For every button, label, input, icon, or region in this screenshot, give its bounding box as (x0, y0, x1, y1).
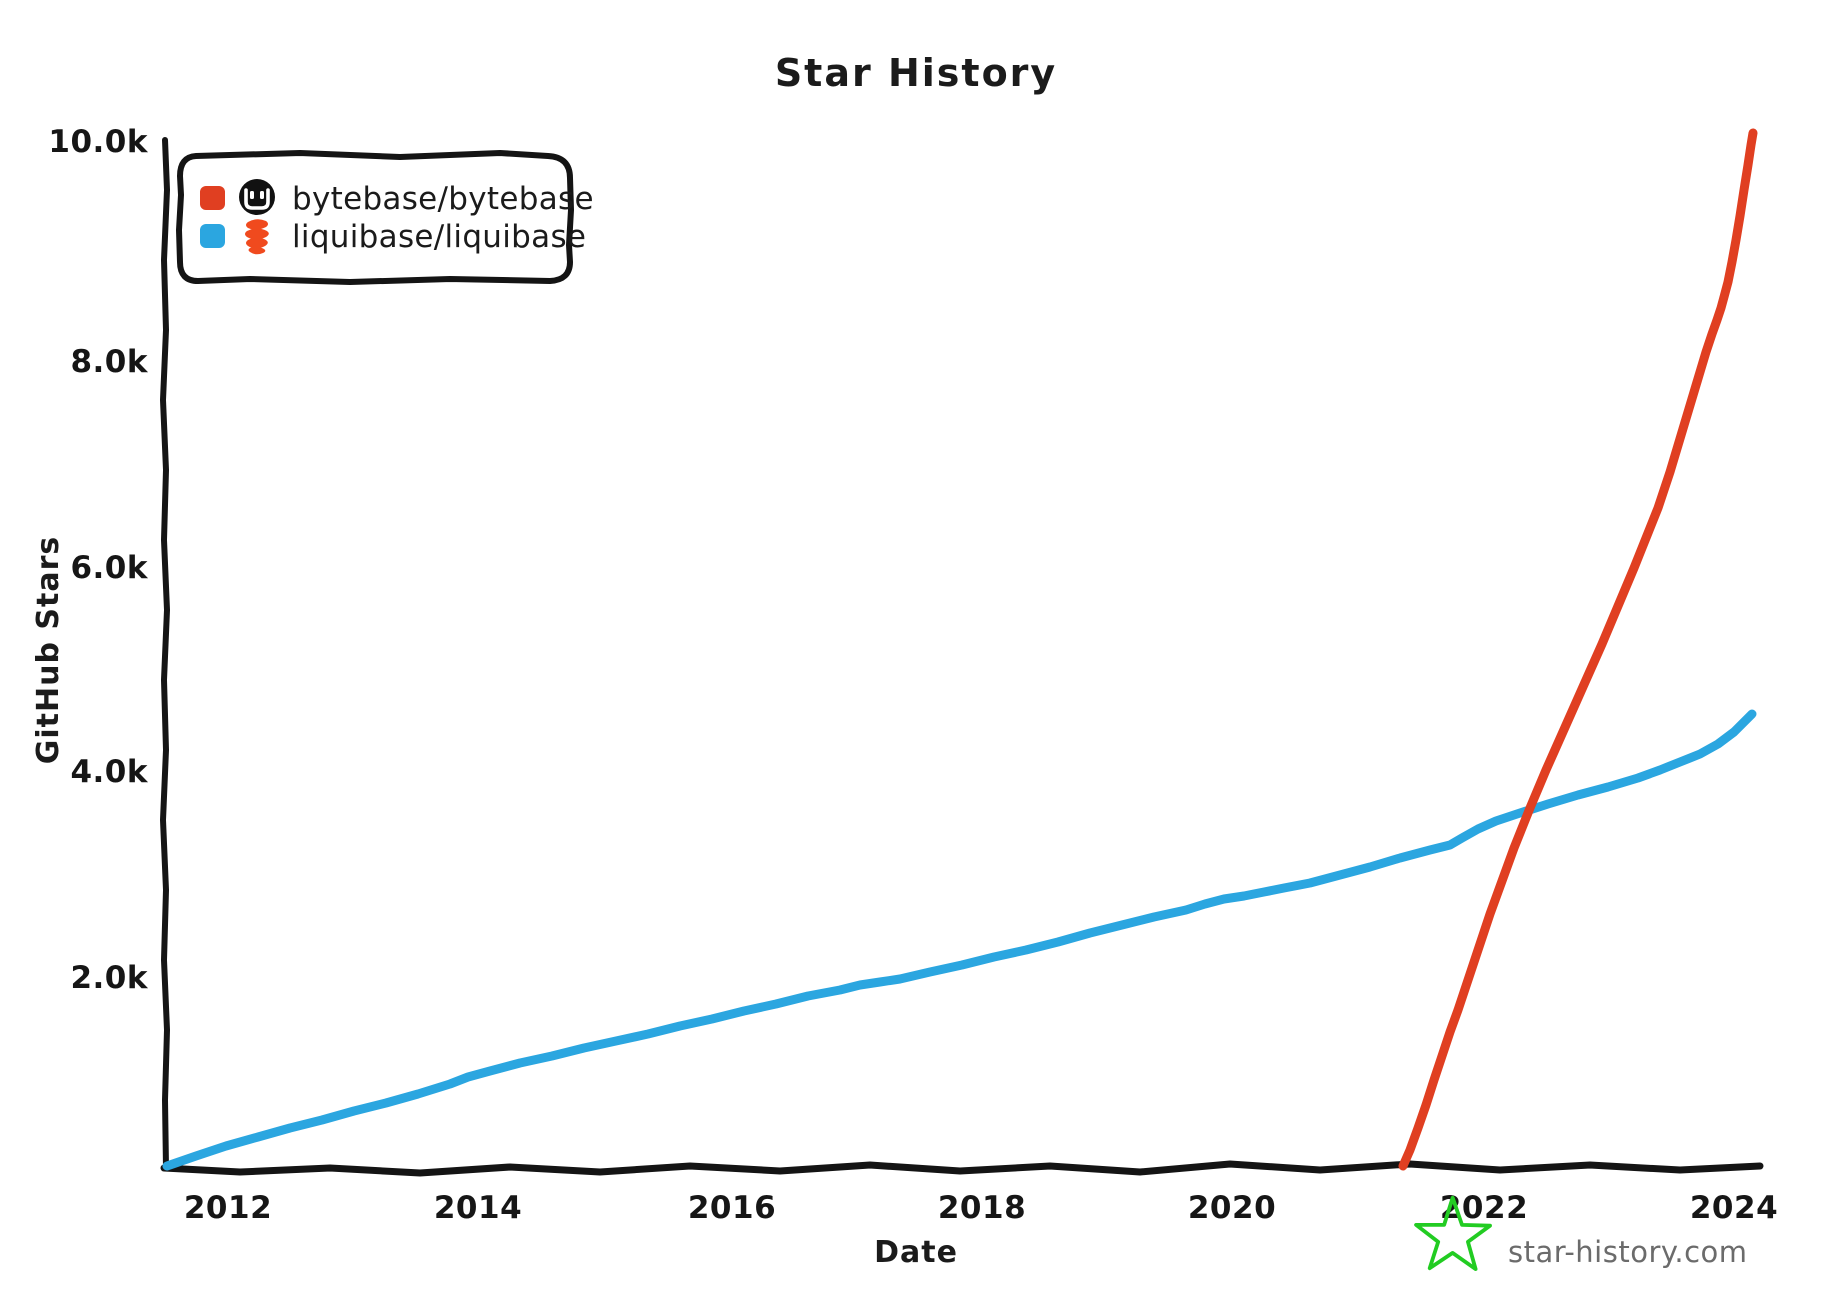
bytebase-logo-icon (239, 179, 275, 215)
legend-item-bytebase[interactable]: bytebase/bytebase (200, 179, 594, 217)
green-star-icon (1414, 1195, 1492, 1271)
x-axis-title: Date (874, 1235, 958, 1270)
legend-label-liquibase: liquibase/liquibase (292, 219, 586, 255)
liquibase-logo-icon (245, 219, 269, 255)
x-axis-line (160, 1160, 1764, 1177)
watermark-label: star-history.com (1508, 1235, 1748, 1269)
series-line-liquibase (162, 709, 1757, 1171)
page-title: Star History (775, 51, 1057, 95)
legend-box-border (176, 150, 574, 285)
y-tick-label-8k: 8.0k (70, 344, 148, 380)
y-tick-label-2k: 2.0k (70, 960, 148, 996)
y-axis-title: GitHub Stars (31, 536, 66, 764)
x-tick-label-2024: 2024 (1690, 1190, 1778, 1226)
legend: bytebase/bytebase liquibase/liquibase (176, 150, 594, 285)
legend-swatch-liquibase (200, 224, 225, 248)
x-tick-label-2018: 2018 (938, 1190, 1026, 1226)
y-tick-label-10k: 10.0k (48, 124, 148, 160)
y-tick-label-4k: 4.0k (70, 754, 148, 790)
legend-label-bytebase: bytebase/bytebase (292, 181, 594, 217)
x-tick-label-2020: 2020 (1188, 1190, 1276, 1226)
series-line-bytebase (1398, 128, 1758, 1171)
legend-swatch-bytebase (200, 186, 225, 210)
x-tick-label-2016: 2016 (688, 1190, 776, 1226)
legend-item-liquibase[interactable]: liquibase/liquibase (200, 219, 586, 255)
y-tick-label-6k: 6.0k (70, 550, 148, 586)
x-tick-label-2022: 2022 (1440, 1190, 1528, 1226)
watermark[interactable]: star-history.com (1414, 1195, 1748, 1271)
y-axis-line (160, 137, 170, 1171)
x-tick-label-2012: 2012 (184, 1190, 272, 1226)
x-tick-label-2014: 2014 (434, 1190, 522, 1226)
